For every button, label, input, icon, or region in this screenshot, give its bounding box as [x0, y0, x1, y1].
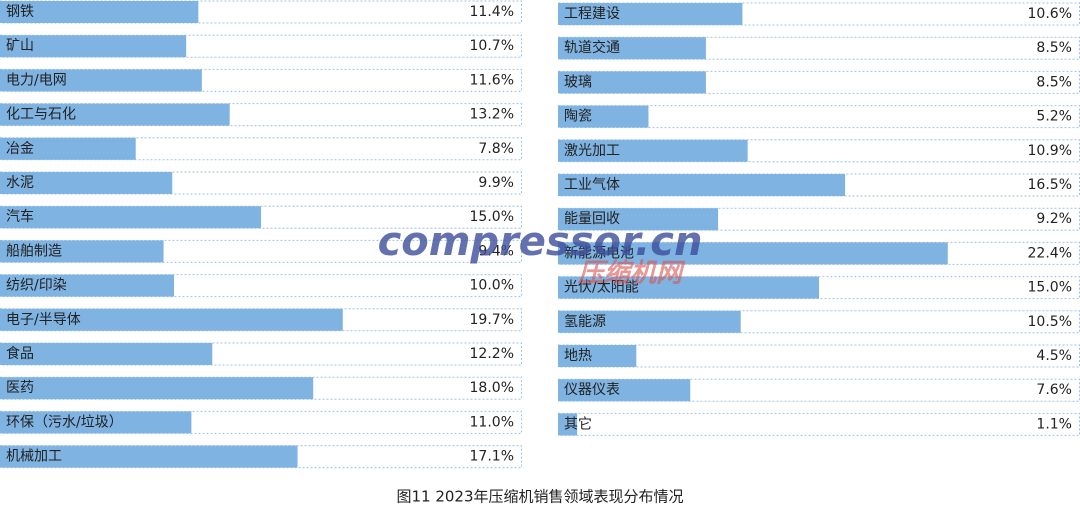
- value-label: 13.2%: [470, 107, 514, 123]
- bar: [0, 343, 213, 365]
- bar: [558, 345, 637, 367]
- bar: [0, 274, 174, 297]
- category-label: 船舶制造: [6, 243, 62, 259]
- value-label: 11.4%: [470, 4, 514, 20]
- category-label: 氢能源: [564, 314, 606, 330]
- category-label: 激光加工: [564, 142, 620, 159]
- category-label: 冶金: [6, 141, 34, 157]
- value-label: 9.2%: [1036, 211, 1072, 227]
- bar: [558, 139, 748, 162]
- category-label: 机械加工: [6, 449, 62, 465]
- bar: [558, 174, 846, 196]
- category-label: 光伏/太阳能: [564, 280, 639, 296]
- category-label: 食品: [6, 345, 34, 362]
- bar: [558, 71, 706, 94]
- category-label: 化工与石化: [6, 107, 76, 123]
- value-label: 4.5%: [1036, 348, 1072, 364]
- bar: [0, 377, 314, 400]
- value-label: 16.5%: [1028, 177, 1072, 193]
- category-label: 工程建设: [564, 6, 620, 22]
- value-label: 11.0%: [470, 414, 514, 430]
- bar: [558, 3, 743, 25]
- category-label: 电子/半导体: [6, 312, 81, 328]
- value-label: 12.2%: [470, 346, 514, 362]
- category-label: 玻璃: [564, 73, 592, 90]
- row-frame: [558, 344, 1080, 368]
- value-label: 5.2%: [1036, 109, 1072, 125]
- category-label: 纺织/印染: [6, 278, 67, 294]
- value-label: 10.0%: [470, 278, 514, 294]
- row-frame: [0, 34, 522, 58]
- value-label: 7.8%: [478, 141, 514, 157]
- value-label: 8.5%: [1036, 74, 1072, 90]
- bar: [0, 206, 261, 229]
- bar: [0, 172, 173, 194]
- bar: [558, 310, 741, 333]
- bar: [0, 240, 164, 263]
- row-frame: [0, 171, 522, 195]
- bar: [558, 242, 948, 265]
- value-label: 17.1%: [470, 449, 514, 465]
- value-label: 19.7%: [470, 312, 514, 328]
- value-label: 7.6%: [1036, 382, 1072, 398]
- category-label: 电力/电网: [6, 72, 67, 88]
- value-label: 15.0%: [470, 209, 514, 225]
- value-label: 11.6%: [470, 72, 514, 88]
- category-label: 工业气体: [564, 177, 620, 193]
- bar: [558, 37, 706, 60]
- category-label: 环保（污水/垃圾）: [6, 414, 123, 430]
- category-label: 医药: [6, 380, 34, 396]
- watermark: compressor.cn: [378, 219, 703, 265]
- bar: [558, 276, 819, 299]
- bar: [558, 413, 578, 436]
- bar: [558, 208, 719, 231]
- value-label: 9.4%: [478, 243, 514, 259]
- row-frame: [0, 274, 522, 298]
- caption: 图11 2023年压缩机销售领域表现分布情况: [396, 488, 683, 506]
- bar: [0, 35, 187, 58]
- value-label: 10.7%: [470, 38, 514, 54]
- category-label: 其它: [564, 415, 592, 432]
- category-label: 钢铁: [6, 4, 34, 20]
- bar: [0, 137, 136, 160]
- bar: [0, 103, 230, 126]
- category-label: 轨道交通: [564, 39, 620, 56]
- value-label: 18.0%: [470, 380, 514, 396]
- bar: [0, 69, 202, 92]
- row-frame: [0, 410, 522, 434]
- bar: [558, 105, 649, 128]
- category-label: 矿山: [6, 38, 34, 54]
- category-label: 新能源电池: [564, 245, 634, 261]
- row-frame: [0, 0, 522, 24]
- value-label: 10.9%: [1028, 143, 1072, 159]
- bar: [0, 1, 199, 23]
- category-label: 陶瓷: [564, 109, 592, 125]
- bar: [0, 308, 343, 331]
- value-label: 9.9%: [478, 175, 514, 191]
- row-frame: [0, 103, 522, 127]
- row-frame: [558, 412, 1080, 436]
- category-label: 地热: [564, 348, 592, 364]
- category-label: 能量回收: [564, 211, 620, 227]
- row-frame: [0, 137, 522, 161]
- value-label: 10.6%: [1028, 6, 1072, 22]
- row-frame: [0, 239, 522, 263]
- value-label: 1.1%: [1036, 416, 1072, 432]
- value-label: 22.4%: [1028, 245, 1072, 261]
- category-label: 水泥: [6, 175, 34, 191]
- bar: [558, 379, 691, 402]
- value-label: 15.0%: [1028, 280, 1072, 296]
- value-label: 10.5%: [1028, 314, 1072, 330]
- bar: [0, 445, 298, 468]
- row-frame: [0, 342, 522, 366]
- category-label: 汽车: [6, 208, 34, 225]
- value-label: 8.5%: [1036, 40, 1072, 56]
- watermark: 压缩机网: [577, 259, 686, 289]
- category-label: 仪器仪表: [564, 382, 620, 398]
- row-frame: [0, 68, 522, 92]
- bar: [0, 411, 192, 434]
